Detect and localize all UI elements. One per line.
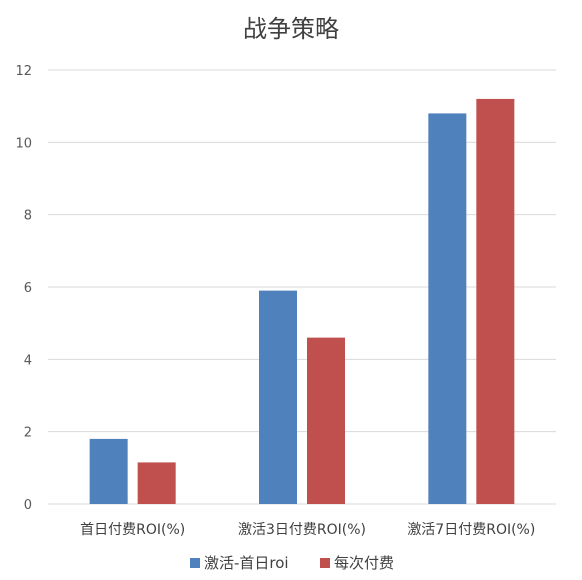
x-category-label: 激活7日付费ROI(%) — [407, 521, 535, 538]
bar-series-1 — [428, 113, 467, 505]
x-category-label: 激活3日付费ROI(%) — [238, 521, 366, 538]
y-tick-label: 4 — [24, 353, 32, 368]
x-category-label: 首日付费ROI(%) — [80, 522, 185, 538]
y-tick-label: 6 — [24, 281, 32, 296]
bar-series-2 — [307, 337, 345, 504]
chart-title: 战争策略 — [243, 15, 339, 43]
legend: 激活-首日roi 每次付费 — [190, 554, 394, 572]
legend-label: 激活-首日roi — [204, 554, 289, 572]
legend-swatch — [190, 558, 200, 568]
y-axis-ticks: 0 2 4 6 8 10 12 — [15, 64, 32, 513]
bar-series-1 — [89, 438, 128, 504]
y-tick-label: 2 — [24, 426, 32, 441]
bar-series-2 — [476, 98, 515, 504]
bar-series-1 — [259, 290, 297, 504]
legend-label: 每次付费 — [334, 554, 394, 572]
x-axis-categories: 首日付费ROI(%) 激活3日付费ROI(%) 激活7日付费ROI(%) — [80, 521, 535, 538]
y-tick-label: 0 — [24, 498, 32, 513]
y-tick-label: 10 — [15, 136, 32, 151]
legend-swatch — [320, 558, 330, 568]
gridlines — [48, 69, 556, 505]
bars — [89, 98, 515, 505]
bar-series-2 — [137, 462, 176, 504]
y-tick-label: 8 — [24, 209, 32, 224]
y-tick-label: 12 — [15, 64, 32, 79]
